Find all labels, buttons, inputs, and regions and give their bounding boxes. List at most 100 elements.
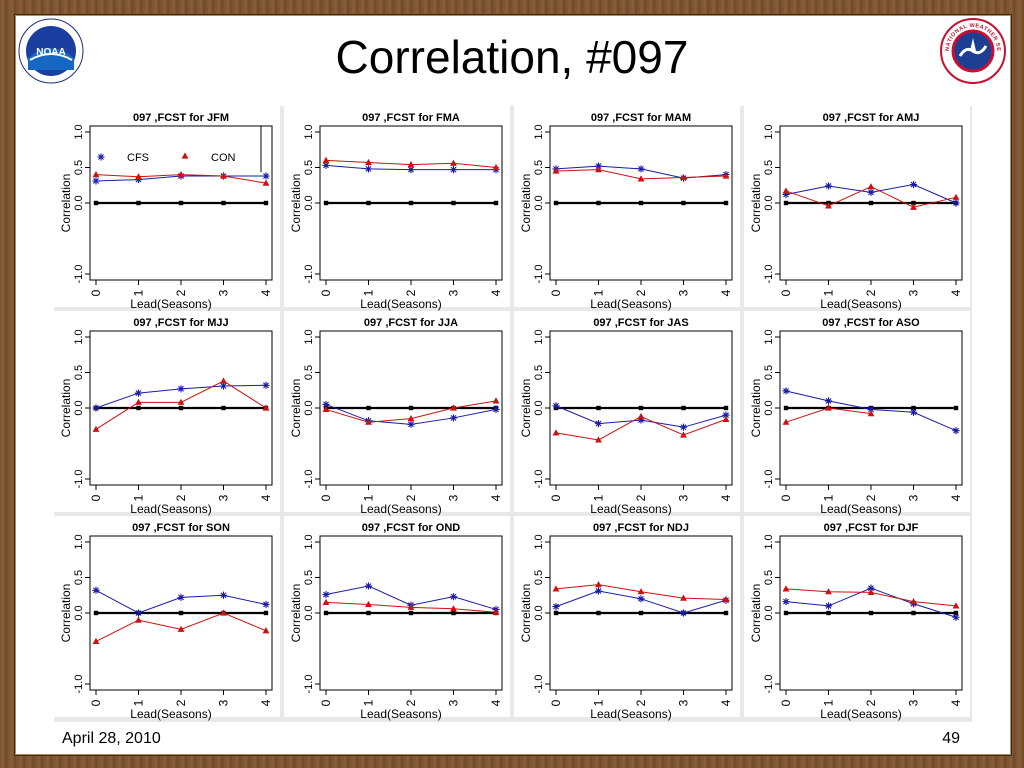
- zero-marker: [953, 610, 959, 616]
- x-tick-label: 1: [592, 699, 606, 706]
- cfs-point: [679, 609, 688, 617]
- zero-marker: [408, 405, 414, 411]
- con-point: [492, 608, 500, 615]
- cfs-point: [322, 161, 330, 169]
- zero-marker: [596, 200, 601, 206]
- zero-marker: [93, 610, 99, 616]
- y-tick-label: -1.0: [303, 470, 315, 489]
- con-point: [952, 602, 960, 609]
- zero-marker: [136, 405, 141, 411]
- con-point: [782, 585, 790, 592]
- x-tick-label: 0: [779, 699, 793, 706]
- x-tick-label: 4: [489, 699, 503, 706]
- x-tick-label: 1: [822, 699, 836, 706]
- zero-marker: [366, 610, 371, 616]
- y-tick-label: -1.0: [303, 675, 315, 694]
- con-point: [552, 429, 560, 436]
- noaa-logo-icon: NOAA: [18, 18, 84, 84]
- zero-marker: [868, 610, 874, 616]
- y-tick-label: 0.5: [73, 570, 85, 585]
- y-tick-label: -1.0: [763, 265, 775, 284]
- y-tick-label: 1.0: [533, 329, 545, 344]
- x-axis-label: Lead(Seasons): [590, 707, 671, 721]
- x-tick-label: 4: [719, 289, 733, 296]
- chart-panel-bg: [744, 106, 970, 307]
- y-tick-label: -1.0: [533, 470, 545, 489]
- chart-title: 097 ,FCST for MJJ: [133, 317, 228, 329]
- zero-marker: [178, 610, 184, 616]
- x-tick-label: 0: [89, 494, 103, 501]
- con-point: [322, 598, 330, 605]
- chart-legend: CFS CON: [97, 126, 262, 172]
- y-tick-label: -1.0: [763, 675, 775, 694]
- x-tick-label: 3: [907, 699, 921, 706]
- x-tick-label: 4: [259, 289, 273, 296]
- y-axis-label: Correlation: [749, 379, 763, 438]
- zero-marker: [178, 405, 184, 411]
- cfs-point: [679, 423, 688, 431]
- y-tick-label: 0.5: [763, 570, 775, 585]
- chart-panel-bg: [744, 516, 970, 717]
- cfs-point: [219, 591, 228, 599]
- x-tick-label: 2: [404, 494, 418, 501]
- con-point: [407, 161, 415, 168]
- y-tick-label: 0.0: [303, 605, 315, 620]
- x-tick-label: 2: [634, 289, 648, 296]
- cfs-point: [219, 382, 228, 390]
- y-tick-label: 0.5: [533, 160, 545, 175]
- chart-panel: 097 ,FCST for JFM -1.0 0.0 0.5 1.0 Correlatio…: [54, 106, 280, 311]
- chart-panel-bg: [514, 516, 740, 717]
- x-tick-label: 1: [362, 699, 376, 706]
- zero-marker: [638, 610, 644, 616]
- footer-date: April 28, 2010: [62, 730, 161, 747]
- cfs-point: [867, 584, 875, 592]
- chart-title: 097 ,FCST for JFM: [133, 112, 229, 124]
- chart-panel: 097 ,FCST for MJJ -1.0 0.0 0.5 1.0 Correlatio…: [54, 311, 280, 516]
- zero-marker: [553, 610, 559, 616]
- con-point: [220, 609, 227, 616]
- x-tick-label: 1: [592, 494, 606, 501]
- zero-marker: [366, 405, 371, 411]
- x-tick-label: 4: [719, 494, 733, 501]
- chart-panel: 097 ,FCST for JAS -1.0 0.0 0.5 1.0 Correlatio…: [514, 311, 740, 516]
- zero-marker: [493, 200, 499, 206]
- zero-marker: [451, 610, 456, 616]
- x-tick-label: 4: [949, 494, 963, 501]
- y-axis-label: Correlation: [289, 584, 303, 643]
- cfs-point: [867, 405, 875, 414]
- x-tick-label: 3: [217, 494, 231, 501]
- con-point: [177, 625, 185, 632]
- zero-marker: [723, 405, 729, 411]
- con-point: [782, 418, 790, 425]
- con-point: [92, 637, 100, 644]
- cfs-point: [449, 166, 458, 174]
- x-tick-label: 0: [319, 289, 333, 296]
- chart-panel: 097 ,FCST for OND -1.0 0.0 0.5 1.0 Correlatio…: [284, 516, 510, 721]
- y-tick-label: 0.5: [763, 160, 775, 175]
- y-tick-label: 0.0: [73, 195, 85, 210]
- chart-title: 097 ,FCST for FMA: [362, 112, 460, 124]
- cfs-point: [322, 400, 330, 409]
- con-point: [135, 616, 142, 623]
- con-point: [322, 156, 330, 163]
- con-point: [910, 203, 917, 210]
- y-tick-label: 0.0: [533, 605, 545, 620]
- zero-marker: [136, 200, 141, 206]
- y-axis-label: Correlation: [749, 174, 763, 233]
- y-tick-label: 0.5: [73, 160, 85, 175]
- con-point: [637, 412, 645, 420]
- x-tick-label: 2: [634, 699, 648, 706]
- cfs-point: [909, 180, 918, 189]
- zero-marker: [221, 405, 226, 411]
- con-point: [867, 183, 875, 190]
- zero-marker: [723, 200, 729, 206]
- con-point: [825, 404, 832, 411]
- cfs-point: [134, 175, 143, 184]
- zero-marker: [323, 200, 329, 206]
- x-tick-label: 3: [447, 494, 461, 501]
- chart-panel-bg: [54, 106, 280, 307]
- x-tick-label: 3: [447, 699, 461, 706]
- y-tick-label: 1.0: [303, 329, 315, 344]
- cfs-point: [824, 602, 833, 610]
- zero-marker: [263, 200, 269, 206]
